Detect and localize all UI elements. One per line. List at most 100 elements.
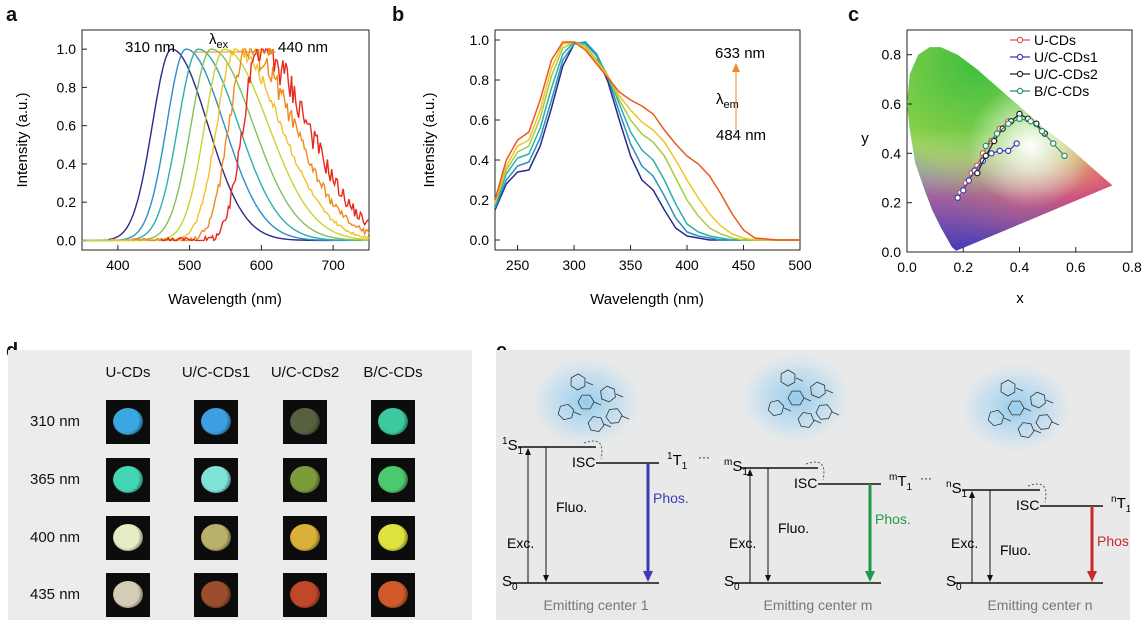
y-tick-label: 0.0: [882, 244, 902, 260]
phosphorescence-arrowhead: [865, 571, 875, 582]
emitting-center: mS1 mT1 ··· ISC S0 Exc. Fluo. Phos. Emitting cen…: [724, 348, 932, 613]
emitting-center: 1S1 1T1 ··· ISC S0 Exc. Fluo. Phos. Emitting cen…: [502, 352, 710, 613]
chromaticity-point: [1016, 115, 1023, 123]
x-tick-label: 500: [178, 257, 202, 273]
fluorescence-label: Fluo.: [778, 520, 809, 536]
singlet-label: nS1: [946, 479, 968, 500]
ground-state-label: S0: [502, 573, 518, 593]
emission-excitation-spectra-chart: 0.0 0.2 0.4 0.6 0.8 1.0 250 300 350 400 450 500 63…: [421, 29, 812, 308]
chromaticity-point: [988, 150, 995, 157]
luminescent-sample: [113, 408, 143, 435]
chromaticity-point: [990, 137, 998, 145]
spectrum-line: [82, 48, 348, 242]
annotation-lambda: λex: [209, 31, 229, 51]
x-tick-label: 250: [506, 257, 530, 273]
luminescent-sample: [290, 581, 320, 608]
sample-photo: [283, 516, 327, 560]
molecule-structure: [987, 379, 1060, 438]
phosphorescence-label: Phos.: [653, 490, 689, 506]
y-axis-label: Intensity (a.u.): [14, 92, 31, 187]
y-tick-label: 0.2: [882, 195, 902, 211]
continuation-dots: ···: [698, 450, 710, 464]
chromaticity-point: [1061, 152, 1068, 159]
y-axis-label: y: [861, 130, 869, 147]
sample-photo: [371, 400, 415, 444]
y-tick-label: 0.0: [57, 232, 77, 248]
triplet-label: 1T1: [667, 451, 688, 472]
annotation-start: 310 nm: [125, 39, 175, 56]
isc-arrow: [583, 440, 603, 460]
chromaticity-point: [1038, 127, 1046, 135]
fluorescence-arrowhead: [543, 575, 549, 582]
x-tick-label: 0.8: [1122, 259, 1142, 275]
luminescent-sample: [378, 466, 408, 493]
excitation-arrowhead: [525, 448, 531, 455]
x-tick-label: 0.6: [1066, 259, 1086, 275]
column-header: U/C-CDs2: [270, 364, 340, 381]
y-tick-label: 0.2: [57, 194, 77, 210]
annotation-top: 633 nm: [715, 45, 765, 62]
sample-photo: [106, 458, 150, 502]
sample-photo: [194, 516, 238, 560]
annotation-end: 440 nm: [278, 39, 328, 56]
luminescent-sample: [113, 466, 143, 493]
x-tick-label: 300: [562, 257, 586, 273]
excitation-label: Exc.: [951, 535, 978, 551]
luminescent-sample: [113, 524, 143, 551]
singlet-label: mS1: [724, 457, 748, 478]
column-header: U-CDs: [105, 364, 151, 381]
y-tick-label: 0.8: [882, 47, 902, 63]
legend-swatch-marker: [1016, 87, 1024, 95]
molecule-glow: [954, 358, 1078, 458]
legend-entry: U/C-CDs1: [1034, 49, 1098, 65]
fluorescence-label: Fluo.: [1000, 542, 1031, 558]
sample-photo: [106, 573, 150, 617]
luminescent-sample: [378, 581, 408, 608]
y-tick-label: 0.6: [57, 118, 77, 134]
chromaticity-point: [1013, 140, 1020, 147]
excitation-label: Exc.: [729, 535, 756, 551]
phosphorescence-arrowhead: [1087, 571, 1097, 582]
emitting-center: nS1 nT1 ISC S0 Exc. Fluo. Phos. Emitting center…: [946, 358, 1133, 613]
fluorescence-arrowhead: [987, 575, 993, 582]
luminescent-sample: [201, 581, 231, 608]
luminescent-sample: [290, 524, 320, 551]
chromaticity-point: [974, 169, 981, 177]
photo-grid-panel: U-CDs U/C-CDs1 U/C-CDs2 B/C-CDs 310 nm 365 n…: [8, 350, 472, 620]
luminescent-sample: [201, 466, 231, 493]
annotation-arrowhead: [268, 48, 276, 56]
x-tick-label: 700: [321, 257, 345, 273]
isc-arrow: [805, 461, 825, 481]
emitting-center-caption: Emitting center n: [987, 597, 1092, 613]
x-axis-label: x: [1016, 290, 1024, 307]
chromaticity-point: [1005, 120, 1012, 127]
sample-photo: [371, 573, 415, 617]
plot-frame: [81, 29, 370, 251]
ground-state-label: S0: [946, 573, 962, 593]
spectrum-line: [494, 41, 800, 241]
x-tick-label: 450: [732, 257, 756, 273]
triplet-label: nT1: [1111, 494, 1130, 515]
molecule-structure: [767, 369, 840, 428]
phosphorescence-label: Phos.: [1097, 533, 1130, 549]
row-header: 400 nm: [30, 529, 81, 546]
luminescent-sample: [113, 581, 143, 608]
annotation-lambda: λem: [716, 91, 739, 111]
y-tick-label: 0.2: [470, 192, 490, 208]
isc-label: ISC: [794, 475, 817, 491]
y-tick-label: 0.8: [470, 72, 490, 88]
annotation-arrowhead: [732, 63, 740, 72]
chromaticity-point: [1027, 118, 1034, 125]
y-tick-label: 1.0: [57, 41, 77, 57]
sample-photo: [283, 573, 327, 617]
fluorescence-arrowhead: [765, 575, 771, 582]
chromaticity-point: [996, 147, 1004, 155]
column-header: U/C-CDs1: [181, 364, 251, 381]
isc-label: ISC: [572, 454, 595, 470]
luminescent-sample: [378, 524, 408, 551]
y-tick-label: 0.4: [470, 152, 490, 168]
spectrum-line: [494, 41, 800, 241]
spectrum-line: [494, 41, 800, 241]
isc-label: ISC: [1016, 497, 1039, 513]
annotation-bottom: 484 nm: [716, 127, 766, 144]
